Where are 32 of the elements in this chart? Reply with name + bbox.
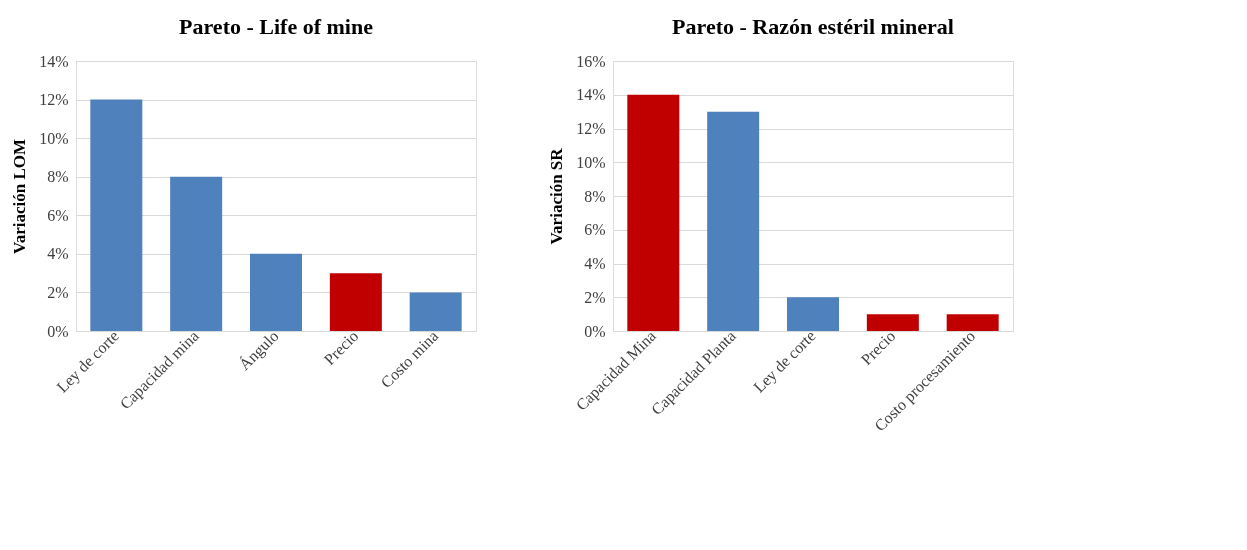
bar xyxy=(627,94,680,331)
y-tick-label: 14% xyxy=(39,52,69,70)
y-tick-label: 2% xyxy=(47,283,69,301)
y-tick-label: 0% xyxy=(584,322,606,340)
y-tick-label: 0% xyxy=(47,322,69,340)
bar xyxy=(250,253,302,331)
x-tick-label: Ley de corte xyxy=(750,327,820,397)
bar xyxy=(866,314,919,331)
y-tick-label: 2% xyxy=(584,288,606,306)
y-tick-label: 16% xyxy=(576,52,606,70)
y-tick-label: 12% xyxy=(576,120,606,137)
y-tick-label: 6% xyxy=(47,206,69,224)
bar xyxy=(409,292,462,331)
bar xyxy=(90,99,143,331)
bar xyxy=(946,314,999,331)
y-tick-label: 14% xyxy=(576,86,606,104)
chart-title: Pareto - Life of mine xyxy=(179,14,374,39)
y-tick-label: 6% xyxy=(584,221,606,239)
y-tick-label: 10% xyxy=(39,129,69,147)
y-axis-title: Variación LOM xyxy=(10,138,30,255)
bar xyxy=(787,297,839,331)
y-tick-label: 12% xyxy=(39,91,69,109)
chart-title: Pareto - Razón estéril mineral xyxy=(672,14,954,39)
bar xyxy=(170,176,223,331)
y-tick-label: 8% xyxy=(47,168,69,186)
bar xyxy=(329,273,382,331)
y-tick-label: 4% xyxy=(47,245,69,263)
bar xyxy=(707,111,760,331)
y-tick-label: 4% xyxy=(584,255,606,272)
y-tick-label: 8% xyxy=(584,187,606,205)
y-axis-title: Variación SR xyxy=(547,147,567,245)
y-tick-label: 10% xyxy=(576,153,606,171)
